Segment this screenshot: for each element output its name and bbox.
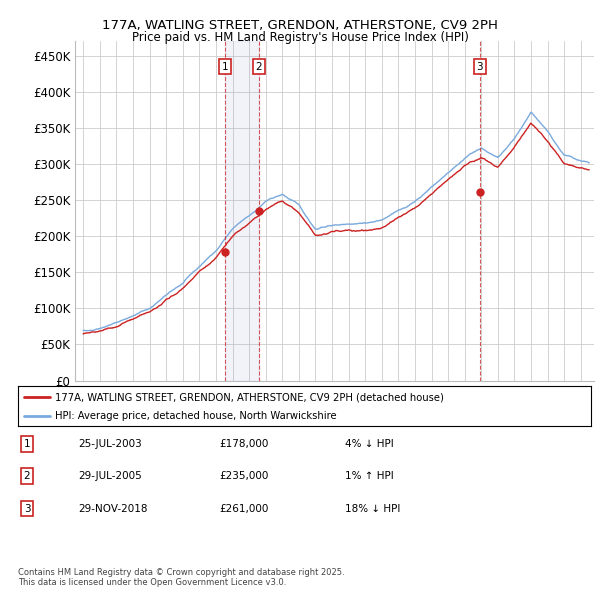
Text: 177A, WATLING STREET, GRENDON, ATHERSTONE, CV9 2PH: 177A, WATLING STREET, GRENDON, ATHERSTON… xyxy=(102,19,498,32)
Text: £178,000: £178,000 xyxy=(219,439,268,448)
Text: 2: 2 xyxy=(23,471,31,481)
Text: 177A, WATLING STREET, GRENDON, ATHERSTONE, CV9 2PH (detached house): 177A, WATLING STREET, GRENDON, ATHERSTON… xyxy=(55,392,444,402)
Text: £261,000: £261,000 xyxy=(219,504,268,513)
Text: 1% ↑ HPI: 1% ↑ HPI xyxy=(345,471,394,481)
Text: 3: 3 xyxy=(476,61,483,71)
Text: 2: 2 xyxy=(256,61,262,71)
Bar xyxy=(225,41,259,381)
Text: 4% ↓ HPI: 4% ↓ HPI xyxy=(345,439,394,448)
Text: 25-JUL-2003: 25-JUL-2003 xyxy=(78,439,142,448)
Text: Contains HM Land Registry data © Crown copyright and database right 2025.
This d: Contains HM Land Registry data © Crown c… xyxy=(18,568,344,587)
Text: 18% ↓ HPI: 18% ↓ HPI xyxy=(345,504,400,513)
Text: 29-NOV-2018: 29-NOV-2018 xyxy=(78,504,148,513)
Text: 1: 1 xyxy=(23,439,31,448)
Text: Price paid vs. HM Land Registry's House Price Index (HPI): Price paid vs. HM Land Registry's House … xyxy=(131,31,469,44)
Text: 29-JUL-2005: 29-JUL-2005 xyxy=(78,471,142,481)
Text: 1: 1 xyxy=(222,61,229,71)
Text: HPI: Average price, detached house, North Warwickshire: HPI: Average price, detached house, Nort… xyxy=(55,411,337,421)
Text: £235,000: £235,000 xyxy=(219,471,268,481)
Text: 3: 3 xyxy=(23,504,31,513)
